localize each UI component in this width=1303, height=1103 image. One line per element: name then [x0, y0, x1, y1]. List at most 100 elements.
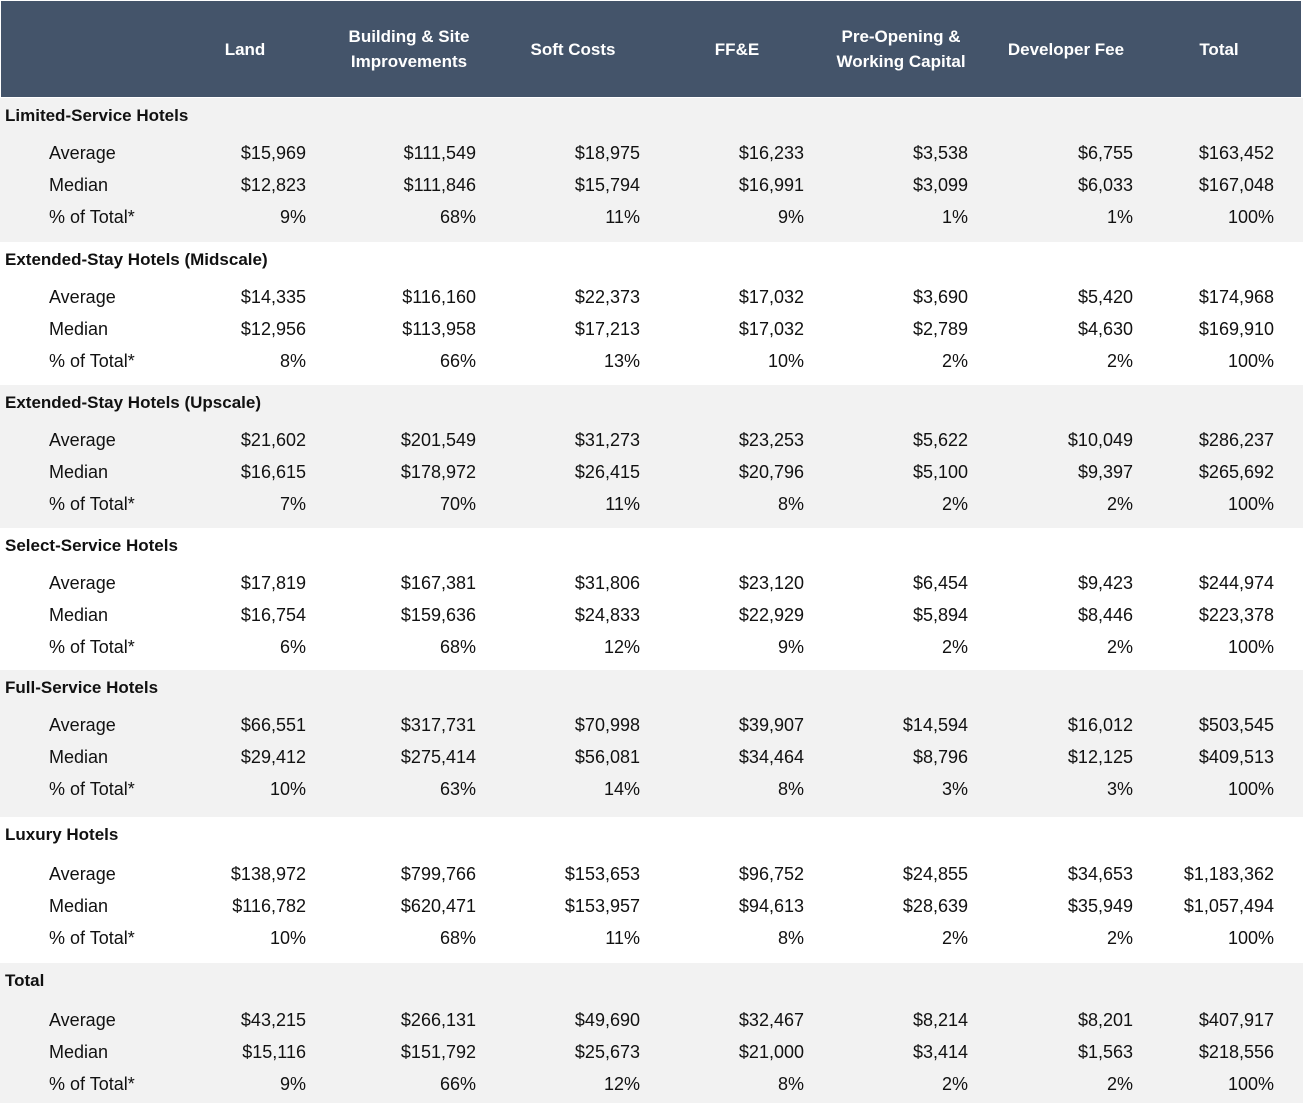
- table-cell: 2%: [941, 637, 968, 657]
- table-cell: 6%: [279, 637, 306, 657]
- table-cell: 9%: [777, 207, 804, 227]
- group-title: Total: [5, 971, 45, 990]
- table-cell: $799,766: [400, 864, 476, 884]
- table-cell: $23,120: [738, 573, 804, 593]
- table-cell: 100%: [1227, 928, 1274, 948]
- table-cell: $116,782: [232, 896, 306, 916]
- table-cell: $21,602: [240, 430, 306, 450]
- table-cell: $167,381: [400, 573, 476, 593]
- row-label: Median: [49, 175, 109, 195]
- table-cell: $16,754: [240, 605, 306, 625]
- table-cell: $159,636: [400, 605, 476, 625]
- table-cell: 8%: [777, 928, 804, 948]
- table-cell: $14,594: [902, 715, 968, 735]
- row-label: % of Total*: [49, 928, 135, 948]
- table-cell: $620,471: [400, 896, 476, 916]
- table-cell: $116,160: [402, 287, 476, 307]
- table-cell: 2%: [1106, 351, 1133, 371]
- table-cell: 68%: [439, 637, 476, 657]
- table-cell: $12,823: [240, 175, 306, 195]
- table-cell: $29,412: [240, 747, 306, 767]
- table-cell: 2%: [1106, 928, 1133, 948]
- table-cell: 66%: [439, 351, 476, 371]
- table-cell: $153,957: [564, 896, 640, 916]
- table-cell: $266,131: [400, 1010, 476, 1030]
- table-cell: $17,032: [738, 319, 804, 339]
- table-cell: 70%: [439, 494, 476, 514]
- table-cell: $5,100: [912, 462, 968, 482]
- table-cell: $21,000: [738, 1042, 804, 1062]
- table-cell: $96,752: [738, 864, 804, 884]
- table-cell: $3,414: [912, 1042, 968, 1062]
- table-cell: $26,415: [574, 462, 640, 482]
- table-cell: 8%: [777, 494, 804, 514]
- group-title: Luxury Hotels: [5, 825, 119, 844]
- table-cell: 1%: [941, 207, 968, 227]
- table-cell: $5,420: [1077, 287, 1133, 307]
- table-cell: $5,894: [912, 605, 968, 625]
- table-cell: $12,125: [1067, 747, 1133, 767]
- table-cell: $15,794: [574, 175, 640, 195]
- table-header: Land Building & Site Improvements Soft Cos…: [1, 1, 1301, 97]
- table-cell: $43,215: [240, 1010, 306, 1030]
- table-cell: $16,615: [240, 462, 306, 482]
- table-cell: $153,653: [564, 864, 640, 884]
- row-label: Median: [49, 319, 109, 339]
- table-cell: $8,446: [1077, 605, 1133, 625]
- table-cell: $178,972: [400, 462, 476, 482]
- table-cell: 8%: [777, 1074, 804, 1094]
- table-cell: $34,464: [738, 747, 804, 767]
- column-header-building-site-improvements: Building & Site Improvements: [348, 27, 470, 71]
- table-cell: $49,690: [574, 1010, 640, 1030]
- table-cell: 2%: [1106, 637, 1133, 657]
- table-cell: $6,033: [1077, 175, 1133, 195]
- group-title: Extended-Stay Hotels (Midscale): [5, 250, 268, 269]
- table-cell: $113,958: [402, 319, 476, 339]
- table-cell: $167,048: [1198, 175, 1274, 195]
- table-cell: 12%: [603, 1074, 640, 1094]
- table-cell: $35,949: [1067, 896, 1133, 916]
- table-cell: $22,929: [738, 605, 804, 625]
- table-cell: 100%: [1227, 207, 1274, 227]
- table-cell: $3,538: [912, 143, 968, 163]
- table-cell: 11%: [605, 207, 640, 227]
- group-limited-service-hotels: Limited-Service Hotels Average $15,969 $111…: [0, 98, 1303, 242]
- table-cell: 68%: [439, 207, 476, 227]
- column-header-ff-e: FF&E: [714, 39, 760, 59]
- table-cell: $5,622: [912, 430, 968, 450]
- table-cell: $275,414: [400, 747, 476, 767]
- table-cell: $218,556: [1198, 1042, 1274, 1062]
- group-title: Extended-Stay Hotels (Upscale): [5, 393, 262, 412]
- group-title: Select-Service Hotels: [5, 536, 178, 555]
- row-label: Median: [49, 747, 109, 767]
- table-cell: $503,545: [1198, 715, 1274, 735]
- row-label: Average: [49, 1010, 116, 1030]
- table-cell: $3,099: [912, 175, 968, 195]
- table-cell: 9%: [279, 1074, 306, 1094]
- table-cell: $23,253: [738, 430, 804, 450]
- table-cell: 2%: [941, 494, 968, 514]
- table-cell: $8,201: [1077, 1010, 1133, 1030]
- table-cell: $32,467: [738, 1010, 804, 1030]
- table-cell: 63%: [439, 779, 476, 799]
- table-cell: $4,630: [1077, 319, 1133, 339]
- group-luxury-hotels: Luxury Hotels Average $138,972 $799,766 $153…: [0, 817, 1303, 963]
- column-header-pre-opening-working-capital: Pre-Opening & Working Capital: [836, 27, 966, 71]
- table-cell: 100%: [1227, 1074, 1274, 1094]
- table-cell: 14%: [603, 779, 640, 799]
- table-cell: $17,819: [240, 573, 306, 593]
- table-cell: $70,998: [574, 715, 640, 735]
- table-cell: $34,653: [1067, 864, 1133, 884]
- table-cell: $163,452: [1198, 143, 1274, 163]
- table-cell: $20,796: [738, 462, 804, 482]
- group-select-service-hotels: Select-Service Hotels Average $17,819 $167,…: [0, 528, 1303, 670]
- table-cell: $2,789: [912, 319, 968, 339]
- row-label: % of Total*: [49, 1074, 135, 1094]
- column-header-land: Land: [224, 39, 266, 59]
- group-extended-stay-hotels-midscale: Extended-Stay Hotels (Midscale) Average $1…: [0, 242, 1303, 385]
- table-cell: $169,910: [1198, 319, 1274, 339]
- table-cell: $28,639: [902, 896, 968, 916]
- table-cell: $151,792: [400, 1042, 476, 1062]
- table-cell: $3,690: [912, 287, 968, 307]
